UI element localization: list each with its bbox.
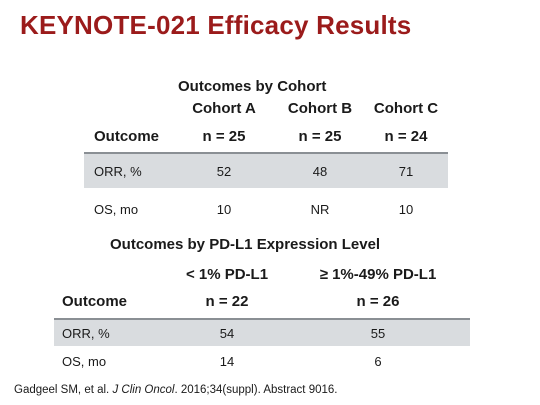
- table1-col-a-name: Cohort A: [176, 100, 272, 117]
- table2-col-1-name: < 1% PD-L1: [162, 266, 292, 283]
- table2-row-os-1: 14: [162, 354, 292, 369]
- table2-col-2-n: n = 26: [302, 293, 454, 310]
- table2-row-orr-2: 55: [302, 326, 454, 341]
- citation-authors: Gadgeel SM, et al.: [14, 384, 109, 396]
- table1-col-c-name: Cohort C: [362, 100, 450, 117]
- table1-col-a-n: n = 25: [176, 128, 272, 145]
- table1-col-c-n: n = 24: [362, 128, 450, 145]
- table1-row-os-a: 10: [176, 202, 272, 217]
- table1-row-orr-a: 52: [176, 164, 272, 179]
- table2-outcome-header: Outcome: [62, 293, 127, 310]
- table1-row-os-label: OS, mo: [94, 202, 138, 217]
- table2-col-1-n: n = 22: [162, 293, 292, 310]
- table1-row-os-b: NR: [276, 202, 364, 217]
- table1-title: Outcomes by Cohort: [178, 78, 326, 95]
- slide-title: KEYNOTE-021 Efficacy Results: [20, 10, 411, 41]
- table2-row-orr-1: 54: [162, 326, 292, 341]
- table1-row-orr-c: 71: [362, 164, 450, 179]
- table2-title: Outcomes by PD-L1 Expression Level: [110, 236, 380, 253]
- table2-row-os-label: OS, mo: [62, 354, 106, 369]
- table1-row-os-c: 10: [362, 202, 450, 217]
- citation-footnote: Gadgeel SM, et al. J Clin Oncol. 2016;34…: [14, 384, 337, 396]
- table1-outcome-header: Outcome: [94, 128, 159, 145]
- table2-row-orr-label: ORR, %: [62, 326, 110, 341]
- table1-col-b-n: n = 25: [276, 128, 364, 145]
- citation-details: . 2016;34(suppl). Abstract 9016.: [174, 384, 337, 396]
- table1-row-orr-b: 48: [276, 164, 364, 179]
- table2-row-os-2: 6: [302, 354, 454, 369]
- table1-row-orr-label: ORR, %: [94, 164, 142, 179]
- table2-col-2-name: ≥ 1%-49% PD-L1: [302, 266, 454, 283]
- citation-journal: J Clin Oncol: [112, 384, 174, 396]
- table1-col-b-name: Cohort B: [276, 100, 364, 117]
